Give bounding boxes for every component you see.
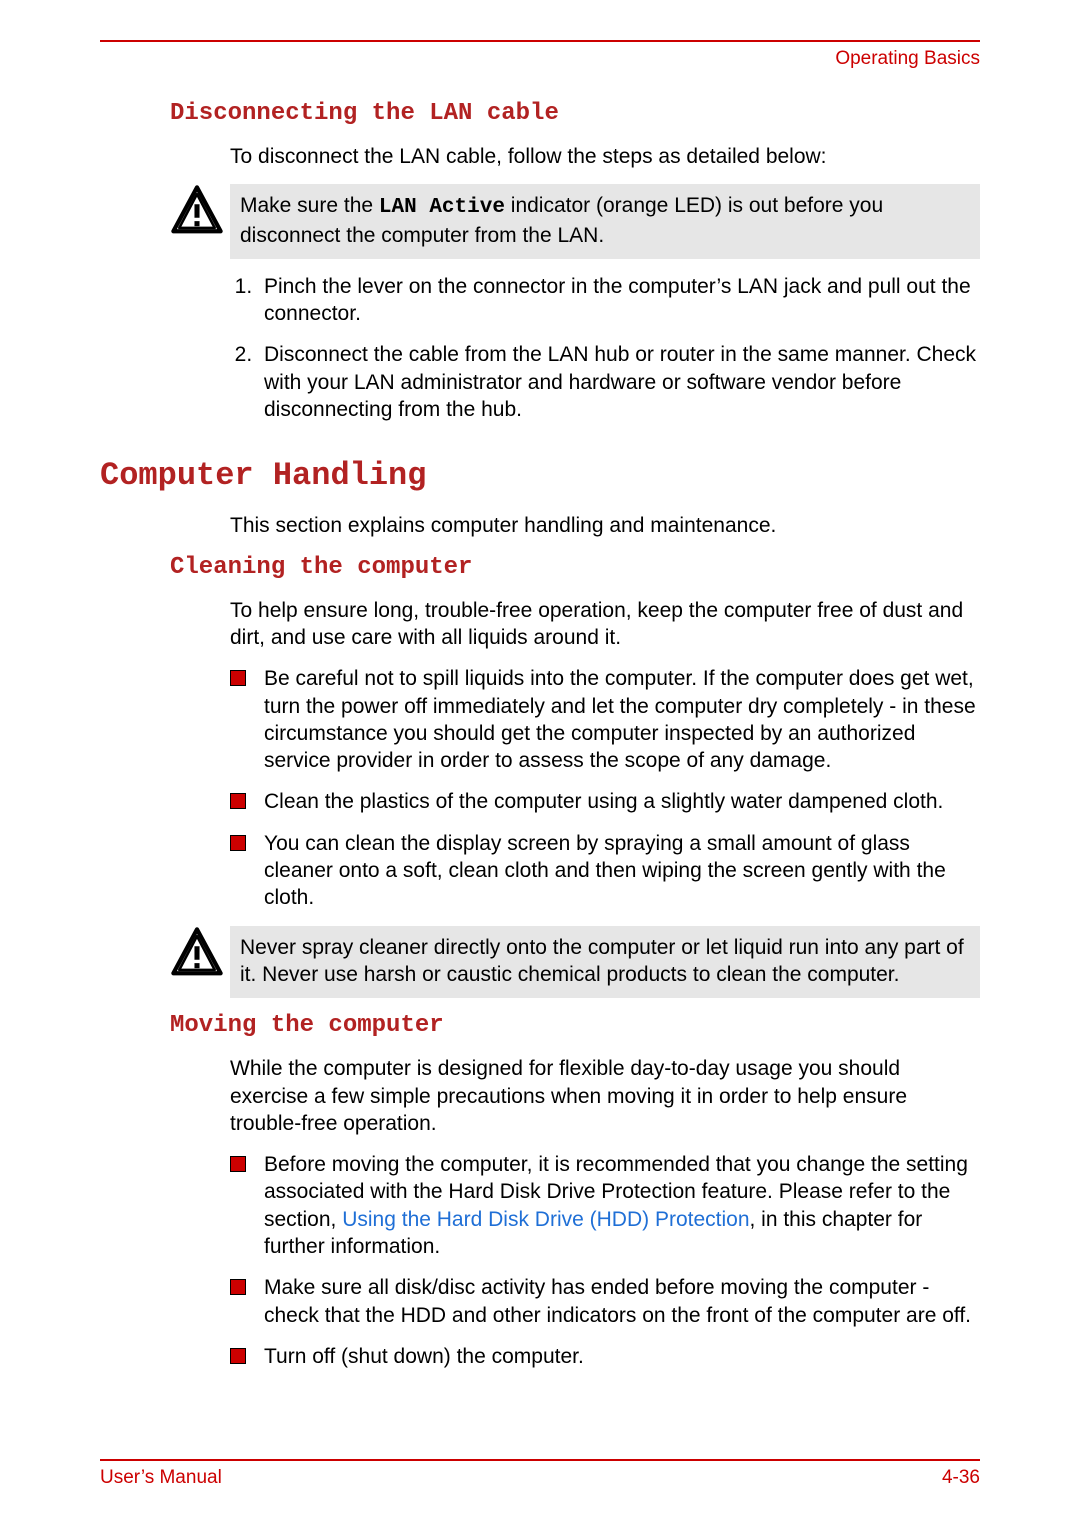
step-item: Pinch the lever on the connector in the … [258, 273, 980, 328]
steps-disconnect-lan: Pinch the lever on the connector in the … [230, 273, 980, 423]
intro-moving: While the computer is designed for flexi… [230, 1055, 980, 1137]
footer-manual-label: User’s Manual [100, 1467, 222, 1489]
footer-page-number: 4-36 [942, 1467, 980, 1489]
caution-text-lan: Make sure the LAN Active indicator (oran… [230, 184, 980, 259]
caution-callout-clean: Never spray cleaner directly onto the co… [170, 926, 980, 999]
caution-icon [170, 926, 224, 980]
page: Operating Basics Disconnecting the LAN c… [0, 0, 1080, 1424]
list-item: Before moving the computer, it is recomm… [230, 1151, 980, 1260]
caution-text-clean: Never spray cleaner directly onto the co… [230, 926, 980, 999]
heading-cleaning: Cleaning the computer [170, 554, 980, 581]
bullets-cleaning: Be careful not to spill liquids into the… [230, 665, 980, 911]
link-hdd-protection[interactable]: Using the Hard Disk Drive (HDD) Protecti… [342, 1208, 749, 1231]
intro-disconnect-lan: To disconnect the LAN cable, follow the … [230, 143, 980, 170]
list-item: Clean the plastics of the computer using… [230, 788, 980, 815]
list-item: Turn off (shut down) the computer. [230, 1343, 980, 1370]
caution-callout-lan: Make sure the LAN Active indicator (oran… [170, 184, 980, 259]
header-rule [100, 40, 980, 42]
list-item: Be careful not to spill liquids into the… [230, 665, 980, 774]
heading-moving: Moving the computer [170, 1012, 980, 1039]
intro-cleaning: To help ensure long, trouble-free operat… [230, 597, 980, 652]
caution-icon [170, 184, 224, 238]
intro-computer-handling: This section explains computer handling … [230, 512, 980, 539]
step-item: Disconnect the cable from the LAN hub or… [258, 341, 980, 423]
footer: User’s Manual 4-36 [100, 1459, 980, 1489]
callout-text-pre: Make sure the [240, 194, 379, 217]
callout-mono-lan-active: LAN Active [379, 196, 505, 219]
heading-disconnect-lan: Disconnecting the LAN cable [170, 100, 980, 127]
list-item: You can clean the display screen by spra… [230, 830, 980, 912]
bullets-moving: Before moving the computer, it is recomm… [230, 1151, 980, 1370]
heading-computer-handling: Computer Handling [100, 457, 980, 494]
list-item: Make sure all disk/disc activity has end… [230, 1274, 980, 1329]
footer-rule [100, 1459, 980, 1461]
header-section-label: Operating Basics [100, 48, 980, 70]
